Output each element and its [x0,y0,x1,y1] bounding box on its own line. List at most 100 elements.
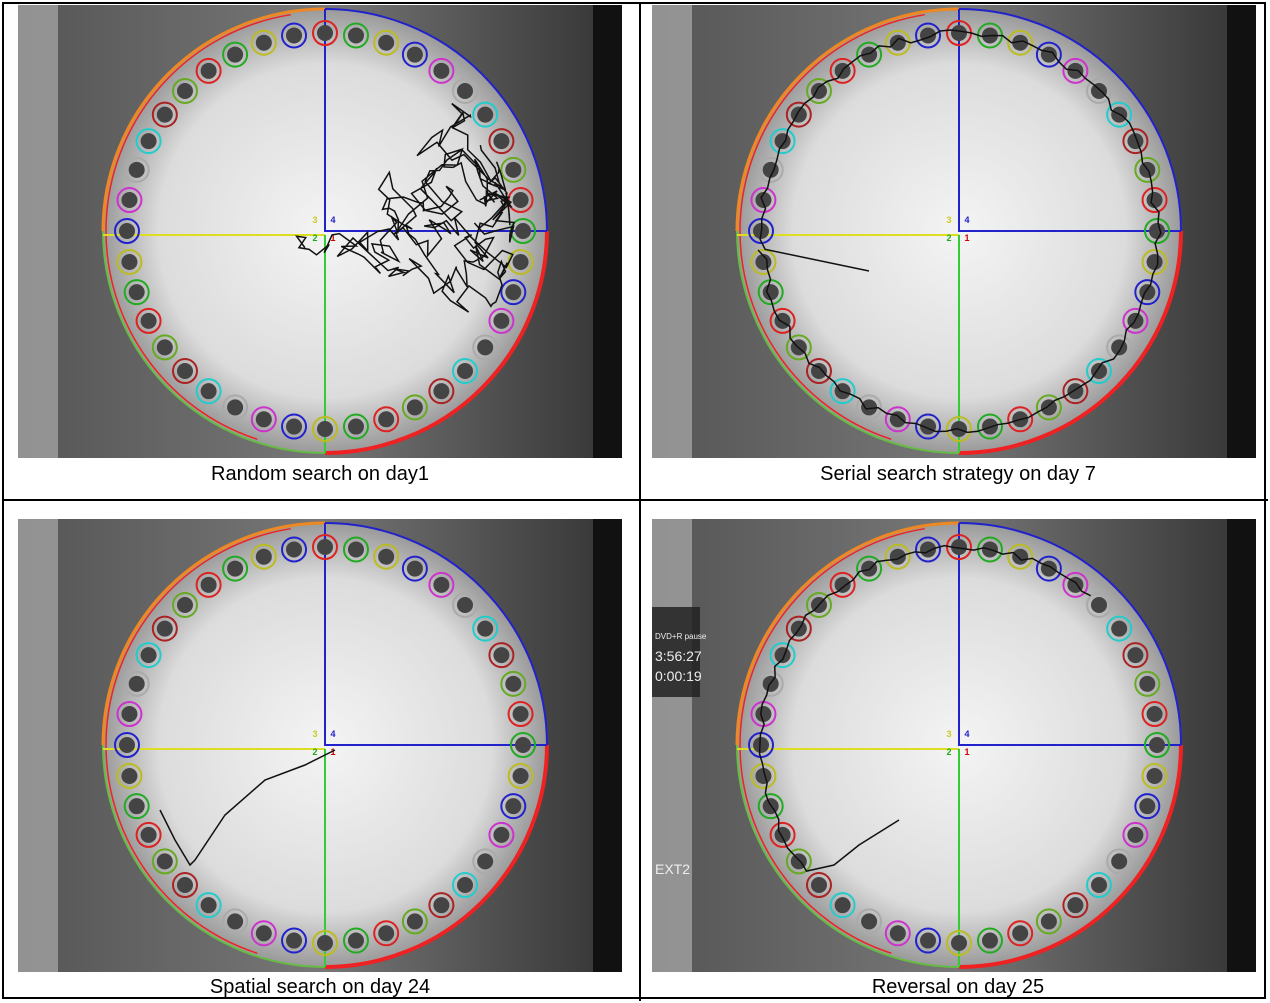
hole-ring [281,413,308,440]
hole-ring [250,920,277,947]
hole-ring [452,591,479,618]
hole [493,133,510,150]
arena-rim [324,744,549,969]
hole [1127,826,1144,843]
arena-rim [324,8,548,232]
caption: Serial search strategy on day 7 [820,463,1096,485]
hole-ring [488,307,515,334]
hole [433,897,450,914]
hole-ring [135,821,162,848]
hole-ring [1106,615,1133,642]
hole [119,737,135,753]
hole [227,46,244,63]
hole [286,418,303,435]
hole-ring [151,101,178,128]
hole-ring [757,670,784,697]
hole [834,897,851,914]
hole-ring [114,732,140,758]
hole-ring [510,732,536,758]
hole-ring [1122,307,1149,334]
hole [889,925,906,942]
hole-ring [507,762,534,789]
hole-ring [1035,41,1062,68]
hole-ring [222,41,249,68]
arena-rim [324,230,549,455]
hole [176,363,193,380]
hole-ring [769,128,796,155]
hole-ring [123,279,150,306]
hole [774,133,791,150]
dark-edge [593,519,622,972]
hole-ring [401,41,428,68]
hole-ring [1062,892,1089,919]
hole [1040,560,1057,577]
hole [1146,767,1163,784]
hole [176,596,193,613]
hole-ring [135,642,162,669]
hole-ring [1106,334,1133,361]
hole-ring [428,378,455,405]
hole-ring [769,307,796,334]
quadrant-line [958,9,1181,232]
hole-ring [1007,920,1034,947]
hole [317,935,333,951]
hole-ring [135,307,162,334]
hole-ring [123,156,150,183]
hole-ring [856,908,883,935]
hole-ring [472,848,499,875]
dark-edge [18,5,58,458]
hole [200,62,217,79]
hole-ring [428,892,455,919]
caption: Reversal on day 25 [871,976,1045,998]
hole [1091,363,1108,380]
hole-ring [123,793,150,820]
hole [755,706,772,723]
hole-ring [312,20,338,46]
hole [128,675,145,692]
hole-ring [151,615,178,642]
hole-ring [500,793,527,820]
hole [512,253,529,270]
hole [200,897,217,914]
hole [255,411,272,428]
hole [1139,284,1156,301]
hole-ring [769,821,796,848]
hole-ring [1122,128,1149,155]
hole [1146,253,1163,270]
hole-ring [1141,248,1168,275]
hole-ring [1141,187,1168,214]
hole-ring [1007,543,1034,570]
hole-ring [507,701,534,728]
hole-ring [805,872,832,899]
hole [121,767,138,784]
caption: Random search on day1 [211,463,429,485]
hole [834,576,851,593]
arena-rim [101,7,326,232]
hole-ring [1007,29,1034,56]
hole [981,932,998,949]
hole [515,223,531,239]
hole [755,192,772,209]
hole [128,161,145,178]
hole [156,620,173,637]
hole [140,312,157,329]
hole-ring [151,334,178,361]
arena-rim [958,744,1183,969]
quadrant-label: 4 [964,215,969,225]
hole-ring [757,793,784,820]
hole-ring [915,413,942,440]
hole-ring [452,872,479,899]
hole [433,576,450,593]
hole-ring [785,615,812,642]
panel-image: 1 2 3 4 [652,5,1256,458]
hole-ring [342,22,369,49]
quadrant-label: 1 [330,233,335,243]
hole-ring [915,536,942,563]
hole [378,411,395,428]
hole-ring [1134,156,1161,183]
hole [1139,798,1156,815]
quadrant-label: 2 [312,747,317,757]
quadrant-label: 1 [964,233,969,243]
hole [861,913,878,930]
